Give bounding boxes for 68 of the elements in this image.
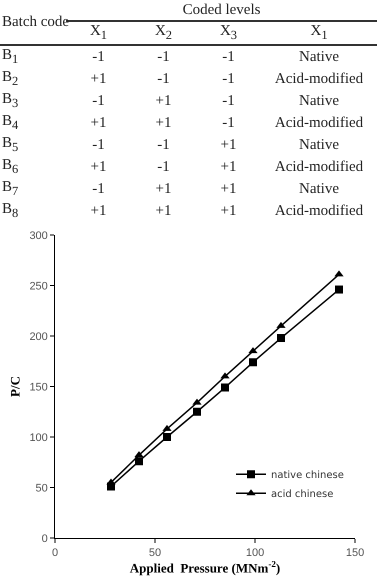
y-tick-label: 0 (42, 532, 48, 545)
text: -1 (157, 49, 170, 65)
y-tick-label: 100 (29, 432, 48, 444)
point (135, 457, 143, 466)
text: Native (299, 93, 339, 109)
point (335, 286, 343, 294)
y-tick-label: B$_{4}$ (2, 113, 18, 132)
chart-title: Coded levels (182, 2, 260, 18)
text: +1 (90, 203, 106, 219)
text: +1 (90, 115, 106, 131)
x-axis-title: Applied Pressure (MNm$^{-2}$) (130, 559, 280, 576)
y-tick-label: B$_{1}$ (2, 47, 18, 66)
y-tick-label: B$_{8}$ (2, 201, 18, 220)
y-tick-label: B$_{2}$ (2, 69, 18, 88)
text: -1 (92, 137, 105, 153)
text: +1 (220, 137, 236, 153)
point (249, 358, 257, 366)
text: -1 (92, 49, 105, 65)
x-tick-label: X$_{3}$ (196, 21, 261, 45)
x-tick-label: 50 (148, 547, 162, 560)
x-tick-label: X$_{1}$ (90, 23, 108, 42)
text: Native (299, 181, 339, 197)
x-tick-label: 100 (246, 547, 264, 560)
text: -1 (157, 159, 170, 175)
text: Acid-modified (274, 71, 364, 87)
text: -1 (222, 49, 235, 65)
text: Acid-modified (274, 203, 364, 219)
text: -1 (157, 71, 170, 87)
y-tick-label: B$_{7}$ (2, 179, 18, 198)
point (163, 433, 171, 441)
y-tick-label: B$_{3}$ (2, 91, 18, 110)
text: -1 (222, 115, 235, 131)
y-axis-title: P/C (7, 376, 22, 397)
text: -1 (92, 181, 105, 197)
text: -1 (222, 93, 235, 109)
y-tick-label: 50 (36, 482, 48, 494)
y-tick-label: 250 (29, 280, 48, 292)
text: -1 (92, 93, 105, 109)
y-axis-title: Batch code (1, 13, 70, 32)
text: +1 (220, 159, 236, 175)
text: +1 (156, 115, 172, 131)
y-tick-label: 300 (29, 230, 48, 242)
point (277, 334, 285, 342)
y-tick-label: B$_{6}$ (2, 157, 18, 176)
text: +1 (156, 181, 172, 197)
text: Native (299, 49, 339, 65)
text: Acid-modified (274, 115, 364, 131)
text: +1 (220, 181, 236, 197)
text: Native (299, 137, 339, 153)
x-tick-label: X$_{1}$ (261, 21, 377, 45)
point (221, 384, 229, 392)
text: -1 (222, 71, 235, 87)
text: +1 (156, 93, 172, 109)
x-tick-label: 0 (52, 547, 58, 560)
y-tick-label: B$_{5}$ (2, 135, 18, 154)
x-tick-label: X$_{2}$ (131, 21, 196, 45)
text: +1 (90, 159, 106, 175)
legend-label: acid chinese (271, 489, 334, 500)
y-tick-label: 150 (29, 381, 48, 394)
text: +1 (220, 203, 236, 219)
text: +1 (156, 203, 172, 219)
y-tick-label: 200 (29, 330, 48, 343)
text: -1 (157, 137, 170, 153)
legend-label: native chinese (271, 470, 344, 482)
text: Acid-modified (274, 159, 364, 175)
point (193, 408, 201, 416)
x-tick-label: 150 (346, 547, 364, 560)
text: +1 (90, 71, 106, 87)
